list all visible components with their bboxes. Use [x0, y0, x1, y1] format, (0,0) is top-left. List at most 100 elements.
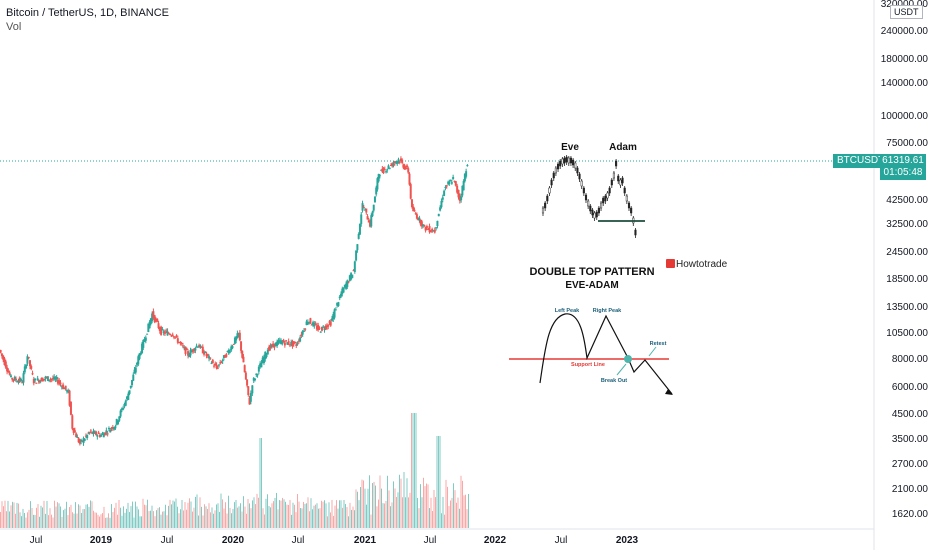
volume-bar: [373, 481, 375, 528]
candle: [370, 213, 373, 228]
candle: [110, 426, 113, 432]
candle-body: [265, 353, 268, 357]
candle: [420, 219, 423, 229]
candle-body: [81, 440, 84, 442]
candle-body: [51, 378, 54, 380]
candle: [27, 356, 30, 360]
candle-body: [383, 169, 386, 171]
candle-body: [169, 334, 172, 336]
candle-body: [401, 159, 404, 164]
volume-bar: [267, 494, 268, 528]
volume-bar: [354, 510, 355, 528]
volume-bar: [376, 506, 378, 528]
candle: [458, 193, 461, 204]
volume-bar: [3, 506, 4, 528]
currency-label[interactable]: USDT: [890, 5, 923, 19]
candle-body: [128, 390, 131, 394]
candle: [345, 281, 348, 290]
volume-bar: [421, 497, 423, 528]
mini-candle: [604, 194, 607, 204]
volume-bar: [253, 497, 255, 528]
price-tick-label: 140000.00: [881, 78, 929, 89]
candle: [19, 377, 22, 383]
volume-bar: [394, 488, 396, 528]
candle-body: [389, 164, 392, 166]
candle-body: [68, 390, 71, 406]
candle-body: [283, 342, 286, 346]
candle: [325, 323, 328, 330]
candle: [419, 219, 422, 227]
candle-body: [255, 373, 258, 375]
volume-bar: [444, 514, 445, 528]
candle: [287, 338, 290, 346]
volume-bar: [171, 504, 172, 528]
candle: [89, 428, 92, 433]
candle-body: [272, 343, 275, 347]
volume-bar: [279, 500, 280, 528]
candle: [380, 169, 383, 171]
candle: [53, 374, 56, 381]
candle-body: [282, 339, 285, 343]
mini-candle-body: [559, 160, 562, 167]
candle: [378, 173, 381, 179]
candle-body: [189, 350, 192, 356]
candle-body: [256, 374, 259, 376]
candle-body: [225, 354, 228, 357]
candle: [169, 333, 172, 336]
candle-body: [32, 378, 35, 384]
candle: [361, 200, 364, 213]
candle-body: [205, 353, 208, 357]
candle: [210, 361, 213, 365]
volume-bar: [355, 489, 357, 528]
volume-bar: [313, 505, 315, 528]
candle: [142, 339, 145, 350]
candle: [282, 338, 285, 343]
volume-bar: [43, 500, 45, 528]
candle: [190, 348, 193, 353]
candle-body: [161, 329, 164, 331]
pattern-title: DOUBLE TOP PATTERN: [529, 266, 654, 278]
candle: [413, 207, 416, 212]
candle: [299, 335, 302, 343]
candle-body: [337, 302, 340, 307]
pattern-arrowhead: [665, 389, 673, 395]
volume-bar: [190, 501, 192, 528]
candle: [76, 434, 79, 438]
candle: [60, 384, 63, 390]
candle: [278, 337, 281, 344]
volume-bar: [157, 508, 159, 528]
volume-bar: [369, 475, 370, 528]
brand-icon: [666, 259, 675, 268]
candle-body: [63, 388, 66, 390]
volume-bar: [244, 506, 246, 528]
volume-bar: [67, 515, 69, 528]
mini-candle: [572, 158, 575, 168]
candle: [35, 382, 38, 384]
candle-body: [222, 355, 225, 359]
candle-body: [458, 195, 461, 201]
candle: [44, 375, 47, 382]
candle-body: [461, 185, 464, 196]
mini-candle-body: [561, 158, 564, 165]
candle-body: [244, 372, 247, 380]
candle-body: [427, 228, 430, 230]
volume-bar: [84, 509, 85, 528]
volume-bar: [466, 509, 468, 528]
candle: [393, 160, 396, 167]
candle-body: [286, 342, 289, 345]
candle: [224, 354, 227, 358]
volume-bar: [381, 488, 382, 528]
candle-body: [322, 326, 325, 328]
candle-body: [433, 229, 436, 233]
candle: [272, 340, 275, 348]
candle-body: [348, 275, 351, 281]
volume-bar: [226, 513, 228, 528]
volume-bar: [384, 503, 385, 528]
candle: [220, 360, 223, 364]
volume-bar: [210, 512, 211, 528]
candle-body: [87, 432, 90, 434]
candle: [201, 344, 204, 354]
mini-candle-body: [565, 156, 568, 163]
